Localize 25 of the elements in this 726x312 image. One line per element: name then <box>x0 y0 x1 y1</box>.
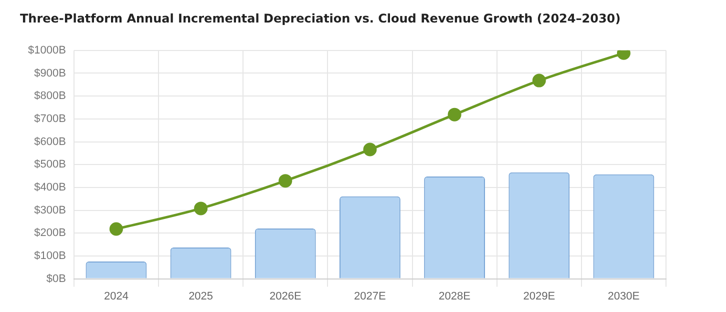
y-tick-label: $500B <box>34 158 66 171</box>
y-tick-label: $0B <box>46 272 66 285</box>
y-tick-label: $400B <box>34 181 66 194</box>
y-tick-label: $800B <box>34 90 66 102</box>
point <box>532 74 546 88</box>
point <box>278 174 292 188</box>
y-tick-label: $100B <box>34 250 66 262</box>
x-tick-label: 2029E <box>523 290 556 302</box>
y-tick-label: $900B <box>34 67 66 80</box>
y-tick-label: $200B <box>34 227 66 240</box>
x-tick-label: 2028E <box>438 290 470 302</box>
x-tick-label: 2025 <box>188 290 214 302</box>
point <box>109 222 123 236</box>
x-tick-label: 2024 <box>104 290 128 302</box>
x-tick-label: 2030E <box>608 290 640 302</box>
point <box>363 142 377 156</box>
x-tick-label: 2027E <box>354 290 386 302</box>
y-tick-label: $1000B <box>28 44 66 56</box>
x-tick-label: 2026E <box>269 290 302 302</box>
y-tick-label: $300B <box>34 204 66 216</box>
chart-title: Three-Platform Annual Incremental Depreciation vs. Cloud Revenue Growth (2024–2030) <box>20 11 621 26</box>
point <box>194 202 208 216</box>
y-tick-label: $600B <box>34 136 66 148</box>
point <box>448 108 462 122</box>
y-tick-label: $700B <box>34 112 66 125</box>
